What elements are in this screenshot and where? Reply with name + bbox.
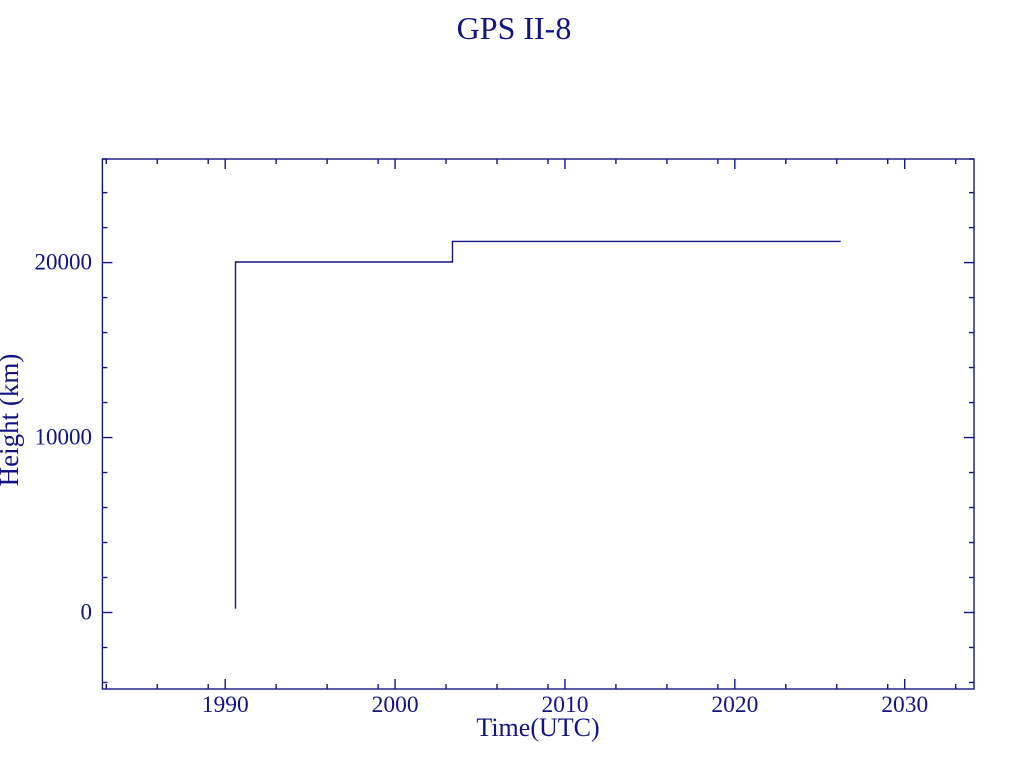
svg-text:Height (km): Height (km) — [0, 354, 24, 487]
svg-text:10000: 10000 — [35, 425, 93, 450]
svg-text:2020: 2020 — [711, 692, 758, 718]
svg-text:2000: 2000 — [372, 692, 419, 718]
svg-text:0: 0 — [81, 600, 93, 625]
svg-text:1990: 1990 — [202, 692, 249, 718]
svg-text:Time(UTC): Time(UTC) — [476, 713, 599, 742]
svg-text:20000: 20000 — [35, 250, 93, 275]
svg-text:2030: 2030 — [881, 692, 928, 718]
svg-text:GPS II-8: GPS II-8 — [457, 10, 572, 46]
